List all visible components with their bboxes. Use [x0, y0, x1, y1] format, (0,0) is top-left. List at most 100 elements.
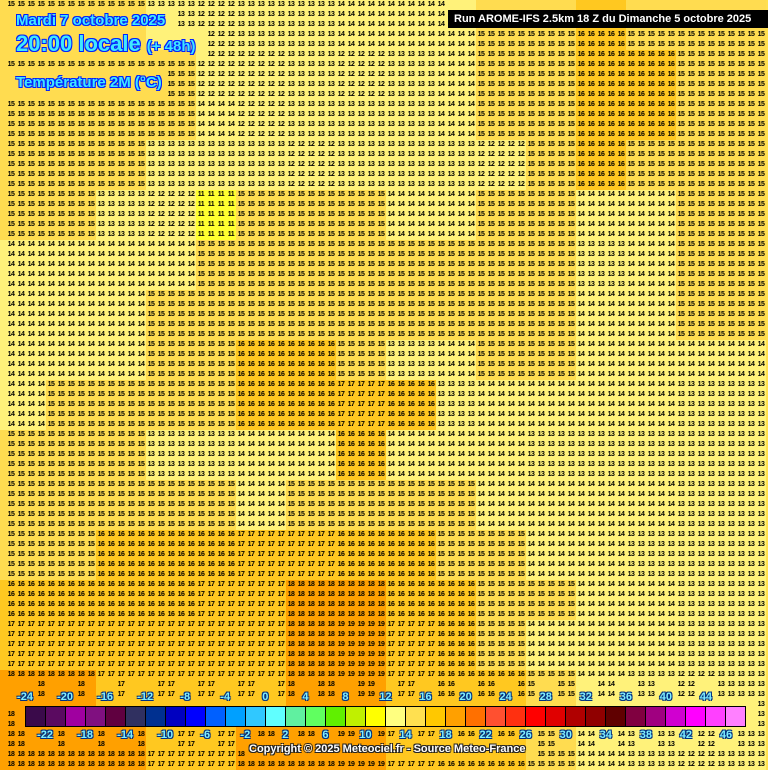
temperature-value: 15: [56, 0, 66, 10]
temperature-value: 15: [566, 90, 576, 100]
temperature-value: 15: [456, 300, 466, 310]
temperature-value: 16: [616, 60, 626, 70]
temperature-value: 14: [116, 240, 126, 250]
temperature-value: 15: [686, 170, 696, 180]
temperature-value: 14: [166, 250, 176, 260]
temperature-value: 16: [636, 100, 646, 110]
temperature-value: 15: [136, 150, 146, 160]
temperature-value: 12: [506, 170, 516, 180]
temperature-value: 15: [116, 140, 126, 150]
temperature-value: 14: [596, 290, 606, 300]
temperature-value: 15: [296, 200, 306, 210]
temperature-value: 15: [536, 250, 546, 260]
temperature-value: 13: [296, 80, 306, 90]
temperature-value: 12: [336, 50, 346, 60]
temperature-value: 12: [496, 170, 506, 180]
temperature-value: 13: [156, 140, 166, 150]
temperature-value: 15: [56, 120, 66, 130]
temperature-value: 14: [626, 210, 636, 220]
temperature-value: 15: [516, 110, 526, 120]
temperature-value: 14: [166, 280, 176, 290]
temperature-value: 15: [726, 220, 736, 230]
temperature-value: 14: [576, 290, 586, 300]
temperature-value: 14: [456, 230, 466, 240]
temperature-value: 15: [116, 150, 126, 160]
temperature-value: 14: [126, 300, 136, 310]
temperature-value: 14: [116, 290, 126, 300]
temperature-value: 16: [666, 120, 676, 130]
temperature-value: 12: [326, 170, 336, 180]
temperature-value: 15: [666, 170, 676, 180]
temperature-value: 15: [706, 220, 716, 230]
temperature-value: 12: [286, 160, 296, 170]
temperature-value: 15: [296, 290, 306, 300]
temperature-value: 14: [596, 210, 606, 220]
temperature-value: 15: [256, 300, 266, 310]
temperature-value: 14: [136, 330, 146, 340]
temperature-value: 13: [386, 60, 396, 70]
temperature-value: 13: [286, 120, 296, 130]
temperature-value: 12: [206, 20, 216, 30]
temperature-value: 15: [26, 200, 36, 210]
temperature-value: 15: [496, 90, 506, 100]
temperature-value: 14: [606, 330, 616, 340]
temperature-value: 12: [236, 70, 246, 80]
temperature-value: 15: [66, 120, 76, 130]
temperature-value: 13: [256, 40, 266, 50]
temperature-cell: [146, 90, 156, 100]
temperature-value: 14: [16, 320, 26, 330]
temperature-value: 15: [216, 320, 226, 330]
temperature-value: 15: [566, 210, 576, 220]
temperature-value: 14: [456, 210, 466, 220]
temperature-value: 16: [586, 70, 596, 80]
temperature-value: 12: [206, 10, 216, 20]
temperature-value: 15: [166, 130, 176, 140]
temperature-value: 15: [76, 0, 86, 10]
temperature-value: 15: [166, 340, 176, 350]
temperature-value: 14: [656, 210, 666, 220]
temperature-value: 16: [586, 110, 596, 120]
temperature-value: 15: [416, 330, 426, 340]
temperature-value: 16: [616, 30, 626, 40]
temperature-value: 15: [706, 300, 716, 310]
temperature-value: 15: [636, 170, 646, 180]
temperature-value: 15: [536, 220, 546, 230]
temperature-value: 15: [406, 280, 416, 290]
temperature-value: 12: [206, 70, 216, 80]
temperature-value: 15: [626, 170, 636, 180]
temperature-value: 15: [746, 190, 756, 200]
temperature-value: 15: [166, 80, 176, 90]
temperature-value: 14: [656, 220, 666, 230]
temperature-value: 15: [746, 330, 756, 340]
temperature-value: 14: [36, 330, 46, 340]
temperature-value: 15: [506, 250, 516, 260]
temperature-value: 15: [476, 110, 486, 120]
temperature-value: 15: [386, 310, 396, 320]
temperature-value: 12: [516, 160, 526, 170]
temperature-cell: [116, 90, 126, 100]
temperature-value: 15: [566, 270, 576, 280]
temperature-value: 14: [346, 20, 356, 30]
temperature-value: 14: [76, 330, 86, 340]
temperature-value: 15: [506, 320, 516, 330]
temperature-value: 15: [176, 290, 186, 300]
temperature-value: 14: [466, 110, 476, 120]
temperature-value: 15: [266, 250, 276, 260]
temperature-value: 15: [176, 120, 186, 130]
temperature-value: 15: [306, 290, 316, 300]
temperature-value: 14: [6, 290, 16, 300]
temperature-value: 14: [576, 230, 586, 240]
temperature-value: 15: [406, 330, 416, 340]
temperature-value: 13: [306, 70, 316, 80]
temperature-value: 15: [26, 100, 36, 110]
temperature-value: 14: [396, 30, 406, 40]
temperature-value: 15: [736, 90, 746, 100]
temperature-value: 15: [316, 270, 326, 280]
temperature-value: 15: [66, 180, 76, 190]
temperature-value: 15: [456, 280, 466, 290]
temperature-value: 15: [476, 130, 486, 140]
temperature-value: 15: [556, 240, 566, 250]
temperature-value: 15: [326, 200, 336, 210]
temperature-value: 13: [286, 80, 296, 90]
temperature-value: 14: [416, 220, 426, 230]
